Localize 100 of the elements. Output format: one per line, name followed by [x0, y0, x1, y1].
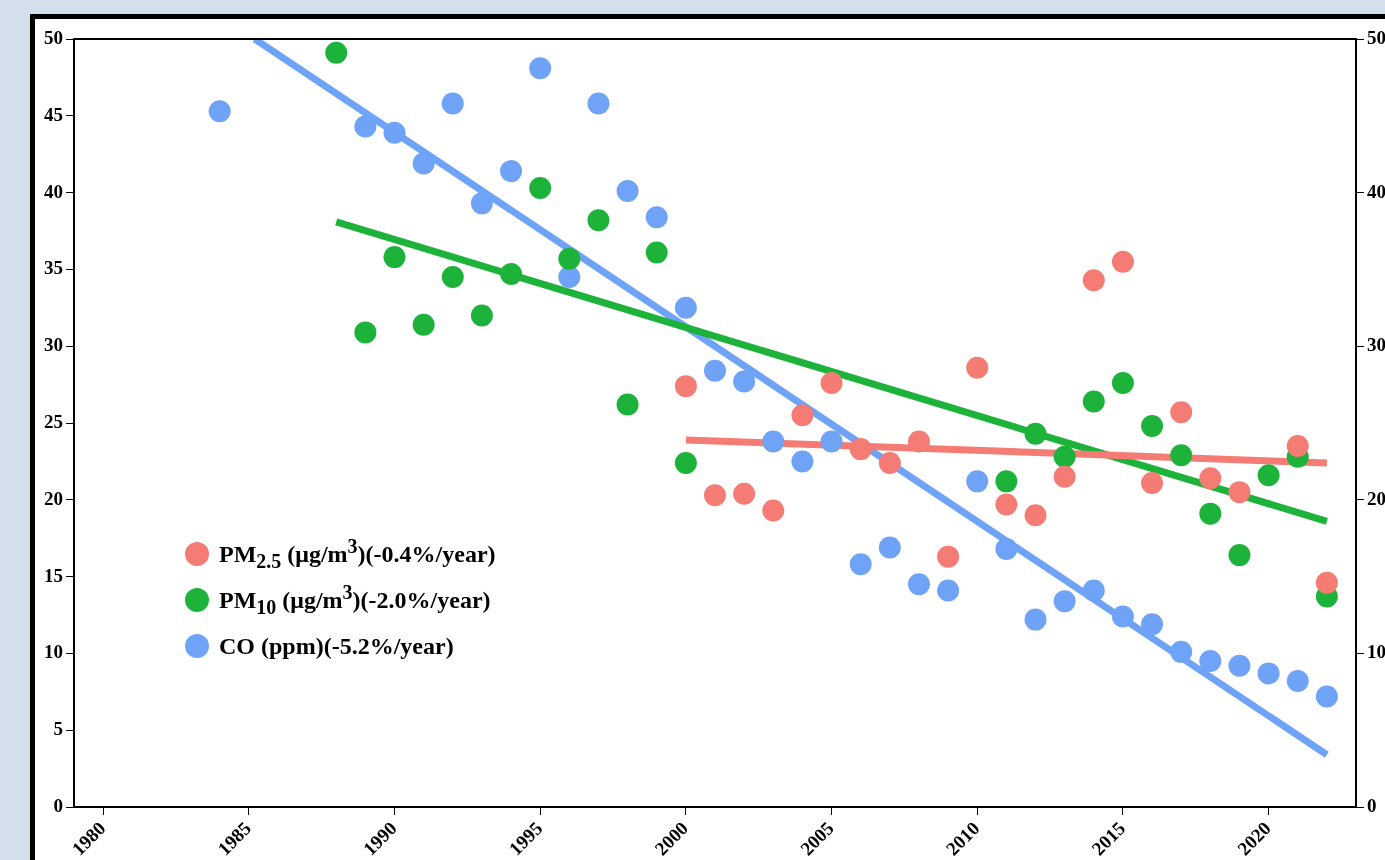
- legend-label: PM$_{2.5}$ (μg/m$^{3}$)(-0.4%/year): [219, 535, 496, 573]
- point: [1024, 504, 1047, 527]
- point: [412, 152, 435, 175]
- point: [878, 451, 901, 474]
- y-tick-label: 10: [44, 641, 63, 663]
- point: [820, 430, 843, 453]
- point: [500, 160, 523, 183]
- point: [995, 493, 1018, 516]
- point: [208, 100, 231, 123]
- point: [645, 241, 668, 264]
- point: [966, 356, 989, 379]
- point: [500, 263, 523, 286]
- point: [1199, 502, 1222, 525]
- y2-tick-label: 10: [1367, 641, 1385, 663]
- y-tick-label: 40: [44, 180, 63, 202]
- point: [587, 92, 610, 115]
- point: [1141, 471, 1164, 494]
- point: [762, 499, 785, 522]
- legend-label: PM$_{10}$ (μg/m$^{3}$)(-2.0%/year): [219, 581, 491, 619]
- point: [587, 209, 610, 232]
- y-tick-label: 50: [44, 26, 63, 48]
- point: [441, 92, 464, 115]
- point: [937, 545, 960, 568]
- point: [558, 247, 581, 270]
- point: [849, 553, 872, 576]
- point: [1228, 481, 1251, 504]
- point: [616, 393, 639, 416]
- point: [762, 430, 785, 453]
- point: [791, 404, 814, 427]
- y2-tick-label: 50: [1367, 26, 1385, 48]
- point: [383, 246, 406, 269]
- point: [1228, 544, 1251, 567]
- point: [616, 180, 639, 203]
- y2-tick-label: 20: [1367, 487, 1385, 509]
- point: [791, 450, 814, 473]
- point: [1053, 465, 1076, 488]
- point: [441, 266, 464, 289]
- point: [937, 579, 960, 602]
- point: [1228, 654, 1251, 677]
- point: [1170, 444, 1193, 467]
- point: [907, 430, 930, 453]
- point: [558, 266, 581, 289]
- point: [1024, 608, 1047, 631]
- point: [1082, 390, 1105, 413]
- y-tick-label: 35: [44, 257, 63, 279]
- point: [704, 484, 726, 507]
- point: [1111, 372, 1134, 395]
- y2-tick-label: 40: [1367, 180, 1385, 202]
- point: [1257, 662, 1280, 685]
- point: [529, 176, 552, 199]
- point: [1257, 464, 1280, 487]
- y2-tick-label: 30: [1367, 334, 1385, 356]
- point: [470, 192, 493, 215]
- point: [1315, 571, 1338, 594]
- point: [470, 304, 493, 327]
- point: [966, 470, 989, 493]
- point: [878, 536, 901, 559]
- point: [1286, 670, 1309, 693]
- point: [849, 438, 872, 461]
- point: [995, 470, 1018, 493]
- point: [674, 375, 697, 398]
- point: [1141, 415, 1164, 438]
- point: [383, 121, 406, 144]
- point: [907, 573, 930, 596]
- point: [354, 115, 377, 138]
- point: [1170, 401, 1193, 424]
- y-tick-label: 30: [44, 334, 63, 356]
- point: [529, 57, 552, 80]
- point: [1082, 269, 1105, 292]
- point: [733, 482, 756, 505]
- y-tick-label: 0: [53, 794, 63, 816]
- point: [1111, 250, 1134, 273]
- point: [645, 206, 668, 229]
- y-tick-label: 20: [44, 487, 63, 509]
- point: [1053, 590, 1076, 613]
- point: [674, 451, 697, 474]
- point: [1024, 422, 1047, 445]
- point: [1199, 467, 1222, 490]
- point: [1141, 613, 1164, 636]
- point: [1053, 445, 1076, 468]
- point: [1082, 579, 1105, 602]
- point: [1199, 650, 1222, 673]
- y-tick-label: 5: [53, 718, 63, 740]
- y-tick-label: 25: [44, 410, 63, 432]
- point: [704, 359, 726, 382]
- point: [325, 41, 348, 64]
- point: [674, 296, 697, 319]
- point: [1170, 640, 1193, 663]
- legend-label: CO (ppm)(-5.2%/year): [219, 632, 454, 660]
- point: [733, 370, 756, 393]
- point: [1315, 685, 1338, 708]
- point: [995, 537, 1018, 560]
- point: [354, 321, 377, 344]
- point: [412, 313, 435, 336]
- point: [1111, 605, 1134, 628]
- y-tick-label: 45: [44, 103, 63, 125]
- y2-tick-label: 0: [1367, 794, 1377, 816]
- point: [820, 372, 843, 395]
- y-tick-label: 15: [44, 564, 63, 586]
- point: [1286, 435, 1309, 458]
